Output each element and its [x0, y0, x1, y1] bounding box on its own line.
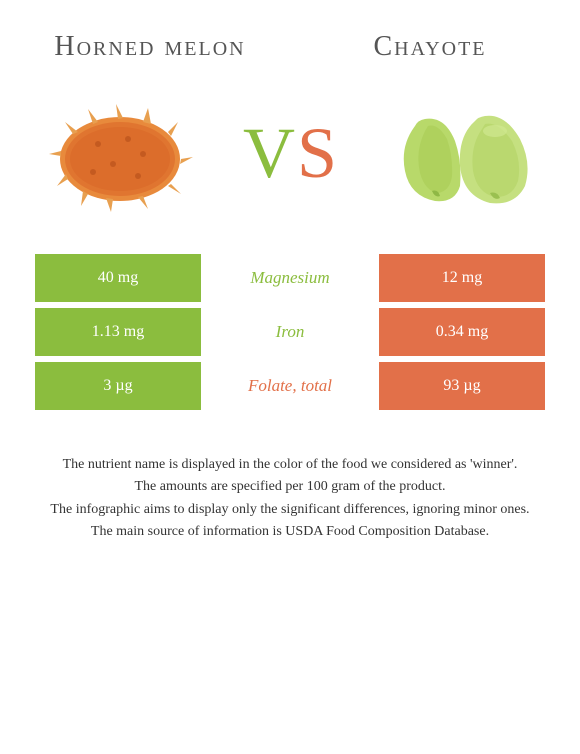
table-row: 1.13 mg Iron 0.34 mg	[35, 308, 545, 356]
note-line: The nutrient name is displayed in the co…	[45, 455, 535, 475]
vs-s: S	[297, 112, 337, 195]
right-value: 0.34 mg	[379, 308, 545, 356]
images-row: VS	[20, 89, 560, 254]
notes: The nutrient name is displayed in the co…	[20, 455, 560, 542]
header: Horned melon Chayote	[20, 30, 560, 89]
note-line: The amounts are specified per 100 gram o…	[45, 477, 535, 497]
nutrient-table: 40 mg Magnesium 12 mg 1.13 mg Iron 0.34 …	[20, 254, 560, 410]
chayote-image	[380, 89, 540, 219]
left-value: 3 µg	[35, 362, 201, 410]
right-value: 12 mg	[379, 254, 545, 302]
left-value: 40 mg	[35, 254, 201, 302]
left-food-title: Horned melon	[50, 30, 250, 64]
left-value: 1.13 mg	[35, 308, 201, 356]
horned-melon-image	[40, 89, 200, 219]
vs-label: VS	[243, 112, 337, 195]
nutrient-label: Iron	[207, 308, 373, 356]
right-value: 93 µg	[379, 362, 545, 410]
table-row: 40 mg Magnesium 12 mg	[35, 254, 545, 302]
table-row: 3 µg Folate, total 93 µg	[35, 362, 545, 410]
right-food-title: Chayote	[330, 30, 530, 64]
nutrient-label: Folate, total	[207, 362, 373, 410]
vs-v: V	[243, 112, 295, 195]
note-line: The main source of information is USDA F…	[45, 522, 535, 542]
note-line: The infographic aims to display only the…	[45, 500, 535, 520]
nutrient-label: Magnesium	[207, 254, 373, 302]
